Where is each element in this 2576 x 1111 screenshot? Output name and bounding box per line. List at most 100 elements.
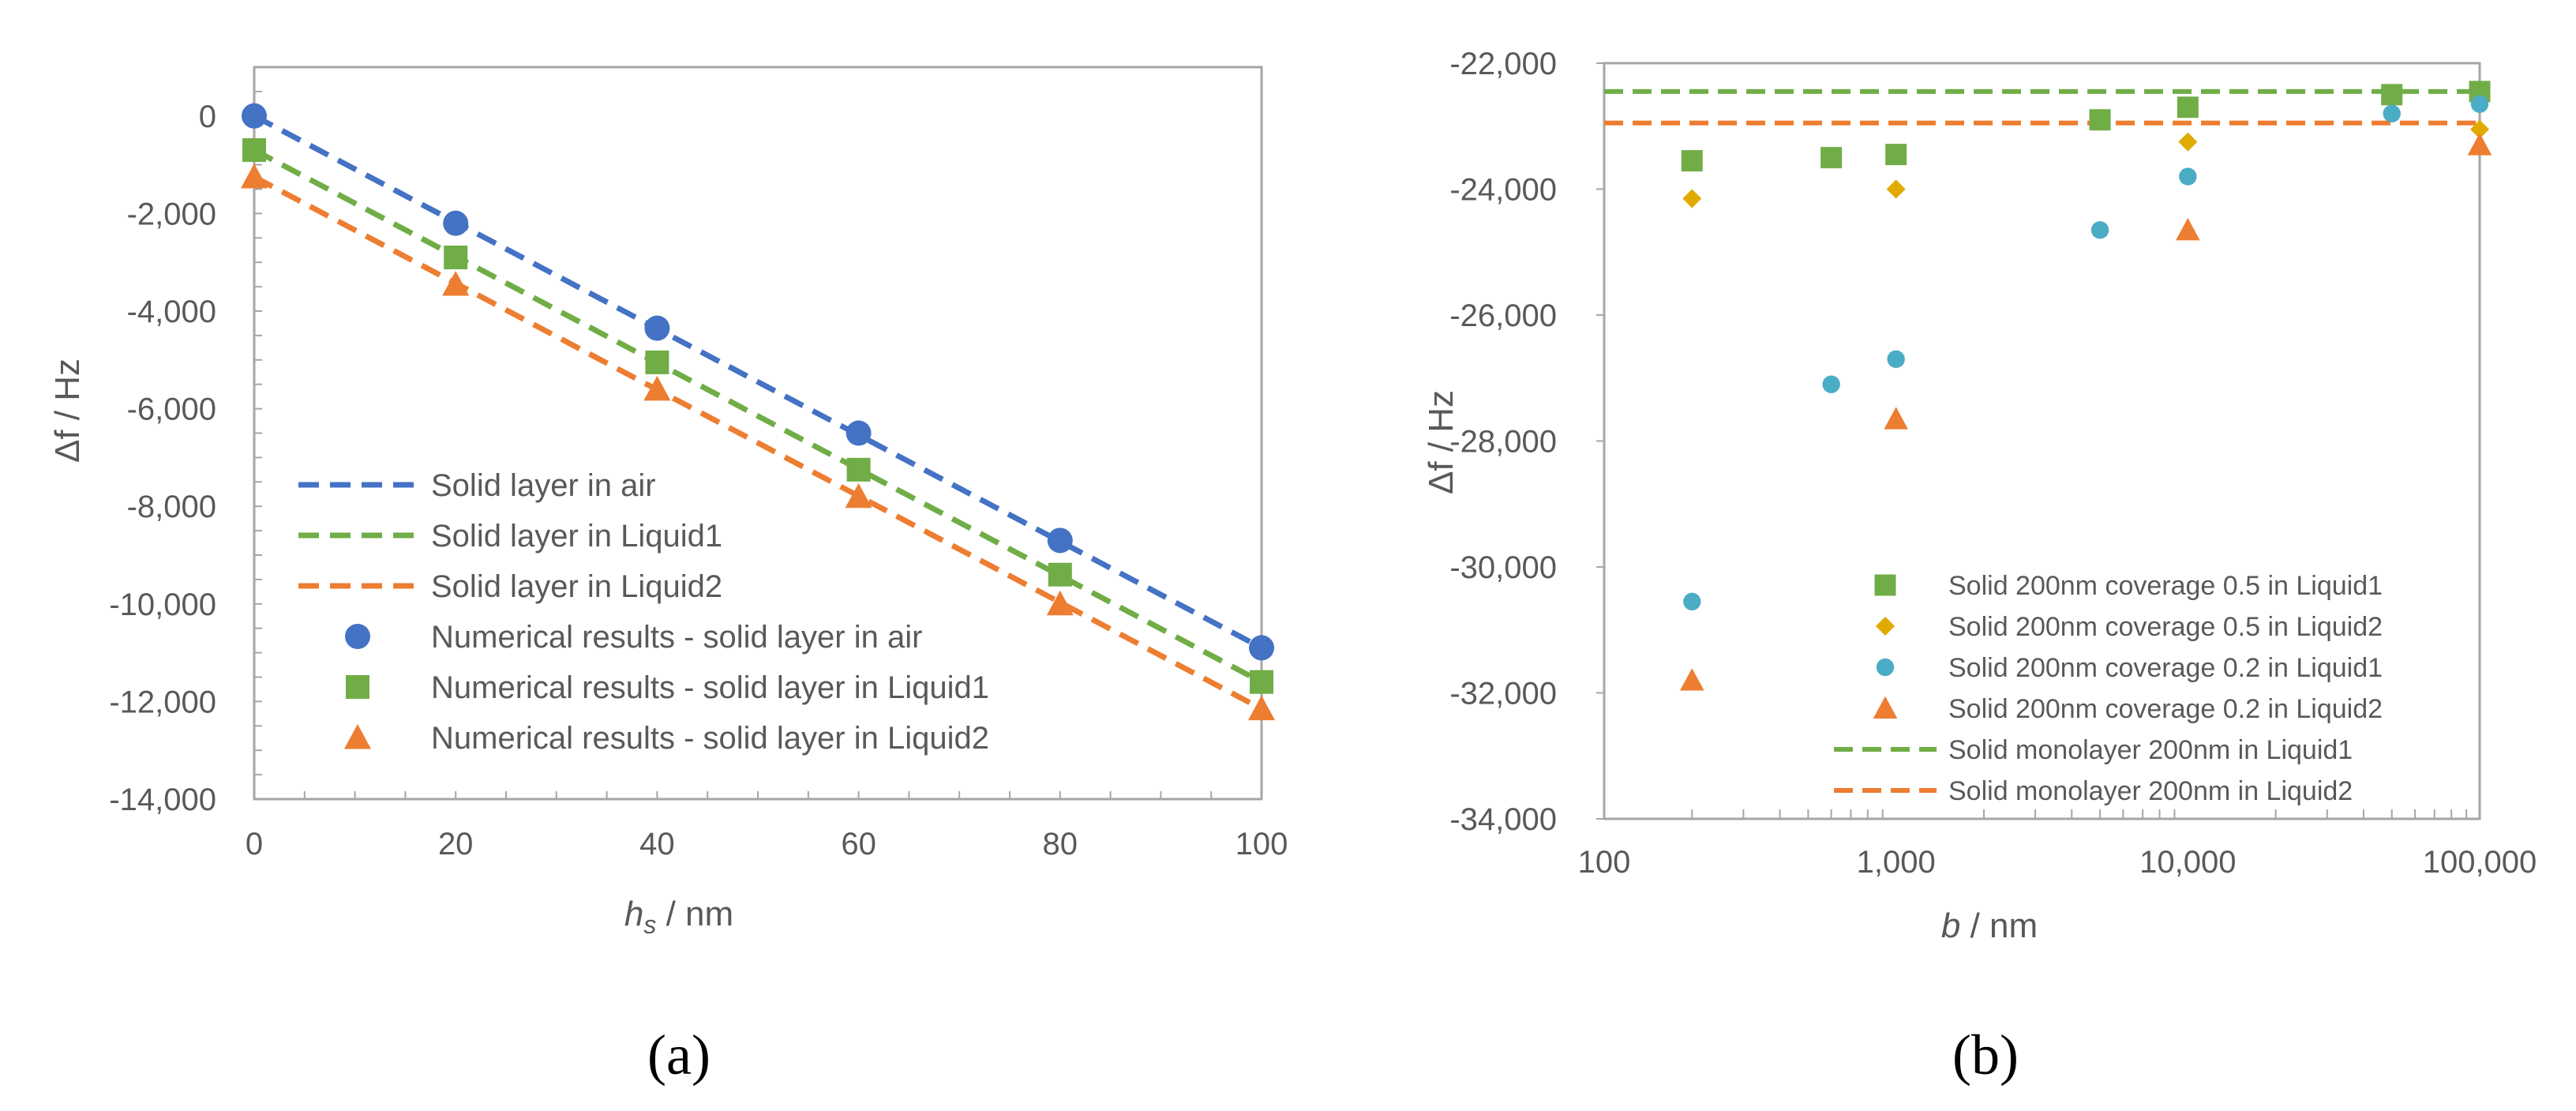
chart-a-data-point <box>444 246 468 270</box>
chart-a: 0 -2,000 -4,000 -6,000 -8,000 -10,000 -12,000 -… <box>48 66 1288 1087</box>
chart-a-data-point <box>242 138 266 163</box>
chart-b-legend-label: Solid 200nm coverage 0.2 in Liquid2 <box>1948 694 2383 724</box>
chart-b-data-point <box>2179 167 2197 186</box>
chart-b-legend-marker-swatch <box>1876 617 1895 636</box>
chart-a-x-axis-unit: / nm <box>656 895 733 933</box>
chart-a-legend-label: Numerical results - solid layer in Liqui… <box>431 721 989 756</box>
chart-a-data-point <box>846 420 872 446</box>
chart-a-y-tick-label: -12,000 <box>109 685 216 719</box>
chart-b-x-tick-label: 100 <box>1578 845 1631 880</box>
chart-a-x-axis-title: hs / nm <box>624 895 733 939</box>
chart-b-data-point <box>1683 592 1701 611</box>
chart-b-legend-label: Solid monolayer 200nm in Liquid2 <box>1948 776 2353 806</box>
chart-b-data-point <box>1679 668 1704 691</box>
chart-b-data-point <box>2090 221 2109 239</box>
chart-b-data-point <box>2470 119 2489 139</box>
chart-a-x-tick-label: 20 <box>438 827 474 861</box>
chart-b-axes <box>1596 62 2481 820</box>
chart-a-x-axis-var: h <box>624 895 643 933</box>
chart-a-x-tick-labels: 0 20 40 60 80 100 <box>246 827 1288 861</box>
chart-b-data-point <box>1886 179 1906 199</box>
chart-b-y-axis-title: Δf / Hz <box>1422 390 1460 494</box>
chart-a-data-point <box>1250 670 1273 694</box>
chart-b-data-point <box>1884 407 1908 430</box>
chart-b-legend-label: Solid monolayer 200nm in Liquid1 <box>1948 735 2353 765</box>
chart-b-y-tick-label: -28,000 <box>1449 425 1557 460</box>
chart-a-data-point <box>845 482 872 509</box>
chart-a-legend-label: Numerical results - solid layer in Liqui… <box>431 670 989 705</box>
chart-b-legend: Solid 200nm coverage 0.5 in Liquid1 Solid… <box>1834 571 2383 806</box>
chart-b-data-point <box>2470 95 2489 114</box>
chart-a-y-tick-label: -4,000 <box>127 295 216 329</box>
chart-b-y-tick-label: -32,000 <box>1449 677 1557 711</box>
chart-a-data-point <box>645 350 669 374</box>
chart-b-data-point <box>1885 144 1907 166</box>
chart-b-data-point <box>2178 132 2198 152</box>
chart-b-legend-marker-swatch <box>1874 574 1896 596</box>
chart-b-legend-label: Solid 200nm coverage 0.2 in Liquid1 <box>1948 653 2383 683</box>
chart-b-data-point <box>2381 84 2403 106</box>
chart-a-legend: Solid layer in air Solid layer in Liquid1… <box>298 468 989 756</box>
chart-b-data-point <box>1681 150 1703 172</box>
chart-a-data-point <box>442 271 470 296</box>
chart-a-legend-marker-swatch <box>345 624 370 649</box>
chart-b-legend-marker-swatch <box>1873 696 1898 719</box>
chart-b-x-axis-unit: / nm <box>1960 906 2038 945</box>
chart-b-data-point <box>2467 133 2492 156</box>
chart-a-data-point <box>1046 590 1074 616</box>
chart-a-y-tick-label: -10,000 <box>109 587 216 622</box>
chart-a-legend-label: Solid layer in Liquid2 <box>431 569 722 604</box>
chart-b-data-point <box>2089 109 2111 131</box>
chart-a-data-point <box>1248 695 1275 721</box>
chart-a-data-point <box>643 375 671 401</box>
chart-b-y-tick-labels: -22,000 -24,000 -26,000 -28,000 -30,000 -32,0… <box>1449 47 1557 837</box>
chart-a-trend-line <box>253 174 1263 711</box>
chart-b-data-point <box>2177 96 2199 118</box>
chart-a-y-axis-title: Δf / Hz <box>48 358 87 463</box>
chart-b-data-point <box>1820 147 1843 169</box>
chart-a-y-tick-label: -2,000 <box>127 197 216 231</box>
chart-a-caption: (a) <box>647 1023 711 1087</box>
chart-b-caption: (b) <box>1952 1023 2019 1087</box>
chart-a-legend-label: Numerical results - solid layer in air <box>431 620 922 655</box>
chart-a-legend-marker-swatch <box>344 724 371 749</box>
chart-b-x-tick-label: 100,000 <box>2423 845 2537 880</box>
chart-a-trend-line <box>253 113 1263 651</box>
chart-a-data-point <box>443 210 469 236</box>
chart-b-x-axis-title: b / nm <box>1941 906 2038 945</box>
chart-a-x-axis-sub: s <box>643 910 656 939</box>
chart-b: -22,000 -24,000 -26,000 -28,000 -30,000 -32,0… <box>1422 47 2537 1087</box>
chart-a-y-tick-label: -8,000 <box>127 490 216 524</box>
chart-a-legend-marker-swatch <box>346 675 369 699</box>
chart-a-legend-label: Solid layer in air <box>431 468 656 503</box>
chart-b-data-point <box>2383 104 2401 122</box>
chart-b-data-point <box>1822 375 1840 393</box>
chart-a-data-point <box>242 103 267 129</box>
chart-a-x-tick-label: 80 <box>1043 827 1078 861</box>
chart-a-y-tick-label: 0 <box>199 99 216 134</box>
chart-b-reference-lines <box>1604 88 2480 126</box>
chart-a-data-point <box>1048 562 1072 587</box>
chart-a-trend-line <box>253 147 1263 685</box>
chart-a-y-tick-label: -14,000 <box>109 783 216 817</box>
chart-b-y-tick-label: -22,000 <box>1449 47 1557 81</box>
chart-a-x-tick-label: 100 <box>1236 827 1288 861</box>
chart-a-axes <box>253 66 1263 801</box>
chart-b-x-tick-label: 1,000 <box>1857 845 1936 880</box>
chart-b-legend-marker-swatch <box>1876 658 1895 677</box>
chart-a-data-point <box>1249 635 1274 661</box>
chart-a-trend-lines <box>253 113 1263 711</box>
chart-a-points <box>241 103 1275 721</box>
chart-b-y-tick-label: -30,000 <box>1449 550 1557 585</box>
chart-b-x-tick-labels: 100 1,000 10,000 100,000 <box>1578 845 2537 880</box>
chart-a-x-tick-label: 0 <box>246 827 263 861</box>
chart-b-x-axis-var: b <box>1941 906 1960 945</box>
chart-a-data-point <box>644 315 670 341</box>
chart-b-points <box>1679 81 2492 691</box>
chart-a-data-point <box>1047 527 1073 554</box>
chart-b-data-point <box>2176 218 2200 241</box>
chart-a-y-tick-labels: 0 -2,000 -4,000 -6,000 -8,000 -10,000 -12,000 -… <box>109 99 216 817</box>
chart-a-y-tick-label: -6,000 <box>127 392 216 427</box>
chart-a-x-tick-label: 60 <box>841 827 876 861</box>
